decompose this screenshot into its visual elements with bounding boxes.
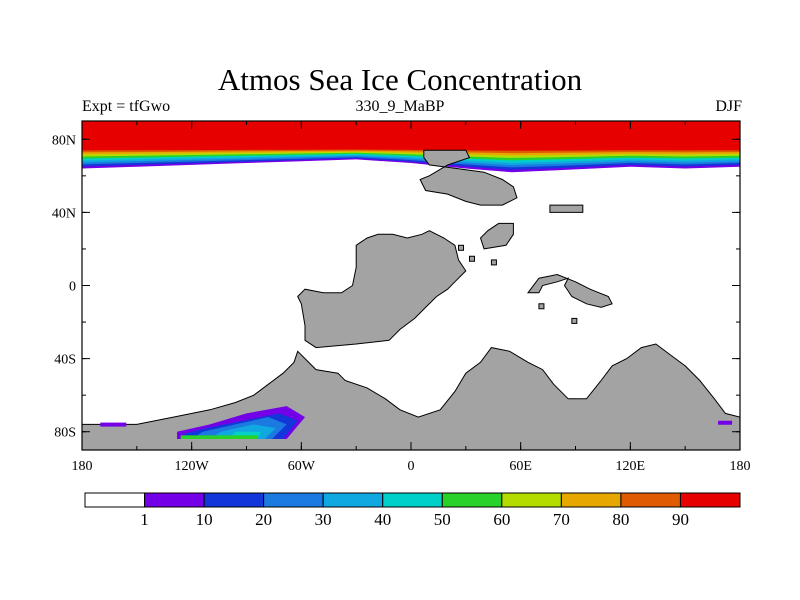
colorbar: 1 10 20 30 40 50 60 70 80 90 [84, 492, 741, 529]
colorbar-box [441, 492, 503, 508]
colorbar-label: 60 [493, 510, 510, 529]
map-axes: 180 120W 60W 0 60E 120E 180 80N 40N 0 40S 80S [52, 120, 751, 474]
colorbar-label: 10 [196, 510, 213, 529]
experiment-label: Expt = tfGwo [82, 98, 171, 115]
x-tick-label: 120E [616, 459, 646, 474]
colorbar-label: 90 [672, 510, 689, 529]
y-tick-label: 0 [69, 280, 76, 295]
landmass [549, 204, 584, 213]
x-tick-label: 0 [408, 459, 415, 474]
colorbar-box [679, 492, 741, 508]
colorbar-box [322, 492, 384, 508]
colorbar-label: 70 [553, 510, 570, 529]
antarctic-ice-strip [718, 420, 733, 425]
y-tick-label: 80S [54, 426, 76, 441]
map-area [82, 121, 740, 450]
colorbar-label: 1 [140, 510, 149, 529]
y-tick-label: 40N [52, 206, 76, 221]
arctic-ice-band [82, 121, 740, 151]
colorbar-box [144, 492, 205, 508]
colorbar-label: 80 [612, 510, 629, 529]
antarctic-ice-strip [100, 422, 127, 427]
island [468, 255, 475, 262]
landmass [297, 230, 467, 349]
antarctic-ice-band [180, 435, 258, 439]
landmass [419, 149, 518, 206]
y-tick-label: 40S [54, 353, 76, 368]
colorbar-label: 50 [434, 510, 451, 529]
colorbar-box [501, 492, 562, 508]
island [538, 303, 545, 310]
period-label: 330_9_MaBP [355, 98, 445, 115]
colorbar-box [620, 492, 681, 508]
colorbar-box [560, 492, 622, 508]
x-tick-label: 180 [730, 459, 751, 474]
colorbar-label: 30 [315, 510, 332, 529]
colorbar-box [84, 492, 146, 508]
colorbar-box [382, 492, 443, 508]
season-label: DJF [715, 98, 742, 115]
x-tick-label: 180 [72, 459, 93, 474]
colorbar-box [263, 492, 324, 508]
colorbar-label: 20 [255, 510, 272, 529]
x-tick-label: 120W [175, 459, 210, 474]
island [458, 244, 465, 251]
island [571, 317, 578, 324]
colorbar-label: 40 [374, 510, 391, 529]
colorbar-box [203, 492, 265, 508]
chart-title: Atmos Sea Ice Concentration [217, 62, 583, 97]
y-tick-label: 80N [52, 133, 76, 148]
x-tick-label: 60E [509, 459, 532, 474]
island [490, 259, 497, 266]
landmass [479, 222, 514, 250]
x-tick-label: 60W [288, 459, 316, 474]
landmass [527, 273, 613, 308]
